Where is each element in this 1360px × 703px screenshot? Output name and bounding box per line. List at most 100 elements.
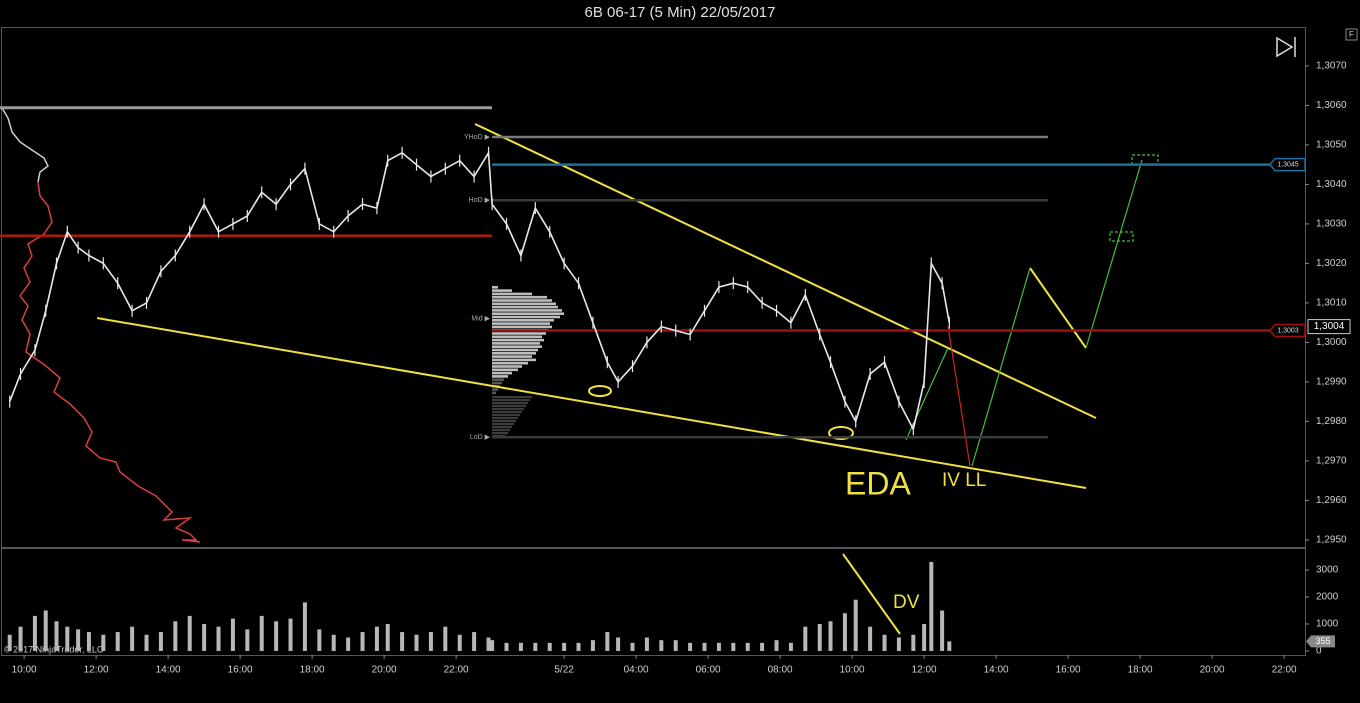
profile-bar: [492, 305, 558, 309]
profile-bar: [492, 322, 550, 325]
volume-bar: [868, 626, 873, 651]
volume-bar: [518, 642, 523, 651]
y-tick-label: 1,3030: [1316, 219, 1347, 230]
volume-bar: [842, 613, 847, 651]
volume-bar: [374, 626, 379, 651]
volume-bar: [216, 626, 221, 651]
profile-bar: [492, 399, 530, 402]
playback-icon[interactable]: [1276, 36, 1296, 58]
level-label: HoD ▶: [469, 197, 491, 204]
profile-bar: [492, 429, 510, 432]
volume-bar: [7, 634, 12, 651]
profile-bar: [492, 381, 502, 385]
volume-bar: [616, 637, 621, 651]
volume-bar: [486, 637, 491, 651]
profile-bar: [492, 315, 560, 319]
profile-bar: [492, 426, 512, 429]
profile-bar: [492, 423, 514, 426]
volume-bar: [400, 632, 405, 651]
y-tick-label: 1000: [1316, 619, 1339, 630]
level-label: YHoD ▶: [464, 134, 491, 141]
volume-bar: [385, 623, 390, 651]
volume-bar: [504, 642, 509, 651]
volume-tag-label: 355: [1315, 636, 1330, 646]
panel-button-label[interactable]: F: [1349, 30, 1354, 39]
volume-bar: [457, 634, 462, 651]
volume-bar: [101, 634, 106, 651]
y-tick-label: 1,3070: [1316, 61, 1347, 72]
x-tick-label: 14:00: [984, 665, 1009, 676]
y-tick-label: 1,2960: [1316, 495, 1347, 506]
x-tick-label: 14:00: [156, 665, 181, 676]
volume-bar: [947, 641, 952, 651]
volume-bar: [230, 618, 235, 651]
profile-bar: [492, 348, 538, 352]
volume-bar: [245, 629, 250, 651]
y-tick-label: 0: [1316, 646, 1322, 657]
volume-bar: [929, 561, 934, 651]
profile-bar: [492, 378, 504, 381]
annotation: EDA: [845, 465, 911, 501]
profile-bar: [492, 420, 516, 423]
volume-bar: [259, 615, 264, 651]
profile-bar: [492, 375, 508, 378]
annotation: DV: [893, 592, 920, 613]
profile-bar: [492, 432, 508, 435]
volume-bar: [817, 623, 822, 651]
volume-tag: [1306, 635, 1335, 648]
y-tick-label: 1,2980: [1316, 416, 1347, 427]
y-tick-label: 1,2950: [1316, 535, 1347, 546]
volume-bar: [274, 621, 279, 651]
volume-bar: [644, 637, 649, 651]
volume-bar: [360, 632, 365, 651]
y-tick-label: 1,2970: [1316, 456, 1347, 467]
profile-bar: [492, 338, 544, 342]
y-tick-label: 3000: [1316, 565, 1339, 576]
volume-bar: [202, 623, 207, 651]
volume-bar: [922, 623, 927, 651]
profile-bar: [492, 319, 554, 322]
x-tick-label: 20:00: [372, 665, 397, 676]
price-panel: [1, 27, 1306, 548]
volume-bar: [911, 634, 916, 651]
profile-bar: [492, 335, 542, 339]
volume-bar: [630, 642, 635, 651]
profile-bar: [492, 332, 546, 335]
chart-title: 6B 06-17 (5 Min) 22/05/2017: [585, 4, 776, 21]
price-tag-label: 1,3045: [1277, 162, 1299, 169]
volume-bar: [547, 642, 552, 651]
level-label: LoD ▶: [470, 434, 491, 441]
y-tick-label: 1,3060: [1316, 100, 1347, 111]
volume-bar: [115, 632, 120, 651]
panel-button[interactable]: [1345, 28, 1358, 41]
x-tick-label: 12:00: [912, 665, 937, 676]
y-tick-label: 1,2990: [1316, 377, 1347, 388]
profile-bar: [492, 286, 498, 289]
volume-bar: [940, 610, 945, 651]
x-tick-label: 16:00: [1056, 665, 1081, 676]
profile-bar: [492, 299, 552, 302]
x-tick-label: 10:00: [840, 665, 865, 676]
price-tag: [1269, 323, 1306, 338]
volume-bar: [745, 642, 750, 651]
volume-bar: [302, 602, 307, 651]
volume-bar: [803, 626, 808, 651]
profile-bar: [492, 405, 526, 408]
profile-outline: [1, 107, 49, 183]
volume-bar: [187, 615, 192, 651]
annotation: IV LL: [942, 470, 986, 491]
last-price-tag: [1307, 319, 1351, 335]
profile-bar: [492, 302, 556, 306]
price-tag-label: 1,3003: [1277, 327, 1299, 334]
profile-bar: [492, 411, 522, 414]
volume-bar: [428, 632, 433, 651]
volume-bar: [688, 642, 693, 651]
projection: [947, 325, 971, 467]
volume-bar: [576, 642, 581, 651]
profile-bar: [492, 371, 512, 375]
x-tick-label: 22:00: [444, 665, 469, 676]
volume-bar: [590, 640, 595, 651]
